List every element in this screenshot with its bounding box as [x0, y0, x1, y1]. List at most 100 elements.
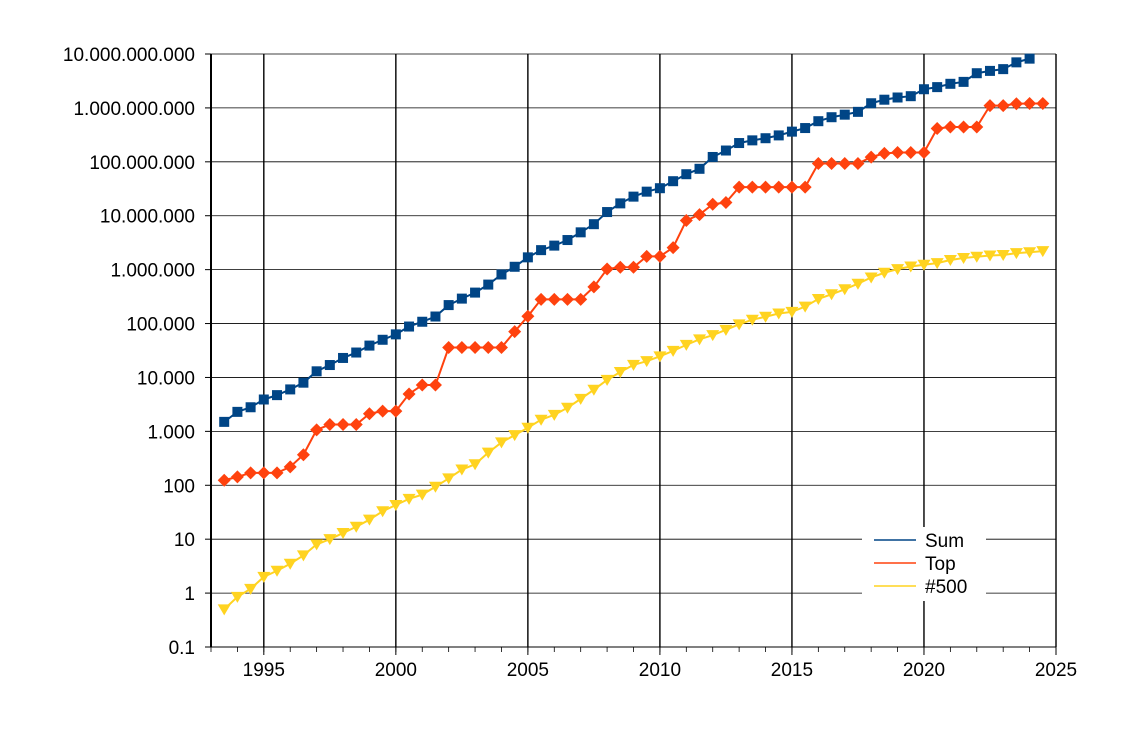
data-point-top: [428, 378, 442, 392]
data-point-500: [428, 481, 442, 493]
data-point-sum: [232, 406, 243, 417]
data-point-500: [494, 437, 508, 449]
data-point-top: [1036, 97, 1050, 111]
series-500: [217, 246, 1050, 616]
data-point-sum: [773, 130, 784, 141]
data-point-500: [362, 514, 376, 526]
data-point-top: [296, 448, 310, 462]
data-point-top: [825, 157, 839, 171]
y-tick-label: 10.000.000.000: [63, 45, 195, 66]
data-point-top: [442, 341, 456, 355]
data-point-500: [442, 473, 456, 485]
data-point-500: [811, 293, 825, 305]
data-point-top: [666, 241, 680, 255]
data-point-sum: [522, 252, 533, 263]
data-point-sum: [747, 135, 758, 146]
data-point-500: [310, 539, 324, 551]
data-point-top: [389, 404, 403, 418]
data-point-top: [627, 260, 640, 274]
data-point-500: [534, 414, 548, 426]
data-point-sum: [443, 300, 454, 311]
data-point-sum: [470, 287, 481, 298]
data-point-sum: [958, 76, 969, 87]
data-point-top: [362, 407, 376, 421]
data-point-top: [455, 341, 469, 355]
data-point-sum: [272, 390, 283, 401]
data-point-top: [745, 180, 759, 194]
data-point-top: [811, 157, 825, 171]
axes: 0.1 1 10 100 1.000 10.000 100.000 1.000.000 10.0…: [63, 45, 1077, 681]
data-point-sum: [694, 163, 705, 174]
x-tick-label: 2010: [639, 660, 681, 681]
data-point-500: [759, 311, 773, 323]
data-point-sum: [760, 133, 771, 144]
data-point-500: [772, 308, 786, 320]
data-point-500: [693, 334, 707, 346]
series-sum: [219, 53, 1035, 427]
data-point-500: [547, 409, 561, 421]
data-point-500: [244, 583, 258, 595]
data-point-sum: [351, 347, 362, 358]
data-point-top: [323, 418, 337, 432]
data-point-sum: [324, 360, 335, 371]
data-point-top: [904, 146, 918, 160]
data-point-500: [825, 289, 839, 301]
data-point-500: [613, 366, 627, 378]
data-point-top: [983, 99, 997, 113]
data-point-top: [732, 180, 746, 194]
data-point-top: [534, 292, 548, 306]
data-point-top: [838, 157, 852, 171]
data-point-500: [970, 251, 984, 263]
data-point-top: [415, 378, 429, 392]
data-point-top: [613, 260, 627, 274]
data-point-500: [666, 345, 680, 357]
data-point-500: [719, 324, 733, 336]
data-point-top: [943, 120, 957, 134]
data-point-top: [349, 418, 363, 432]
data-point-sum: [641, 186, 652, 197]
data-point-500: [323, 534, 337, 546]
data-point-sum: [971, 68, 982, 79]
legend-label: #500: [925, 577, 967, 598]
data-point-sum: [245, 402, 256, 413]
data-point-sum: [628, 191, 639, 202]
data-point-top: [640, 249, 654, 263]
data-point-sum: [905, 91, 916, 102]
data-point-sum: [839, 109, 850, 120]
data-point-top: [1023, 97, 1037, 111]
data-point-sum: [1011, 57, 1022, 68]
data-point-top: [653, 249, 667, 263]
data-point-500: [270, 565, 284, 577]
data-point-top: [560, 292, 574, 306]
data-point-top: [798, 180, 812, 194]
data-point-sum: [813, 116, 824, 127]
data-point-500: [587, 384, 601, 396]
data-point-500: [1009, 248, 1023, 260]
data-point-500: [640, 356, 654, 368]
data-point-sum: [734, 138, 745, 149]
data-point-500: [838, 284, 852, 296]
data-point-sum: [509, 261, 520, 272]
data-point-sum: [430, 311, 441, 322]
data-point-sum: [338, 352, 349, 363]
data-point-sum: [984, 65, 995, 76]
data-point-sum: [615, 198, 626, 209]
data-point-sum: [588, 219, 599, 230]
data-point-500: [957, 252, 971, 264]
legend-box: [862, 527, 986, 601]
data-point-top: [1009, 97, 1023, 111]
data-point-top: [693, 208, 707, 222]
data-point-sum: [285, 384, 296, 395]
y-tick-label: 0.1: [169, 638, 195, 659]
data-point-500: [455, 464, 469, 476]
data-point-500: [877, 267, 891, 279]
data-point-500: [296, 550, 310, 562]
data-point-sum: [879, 94, 890, 105]
data-point-top: [481, 341, 495, 355]
data-point-500: [983, 250, 997, 262]
data-point-top: [270, 466, 284, 480]
data-point-sum: [720, 145, 731, 156]
data-point-500: [706, 330, 720, 342]
